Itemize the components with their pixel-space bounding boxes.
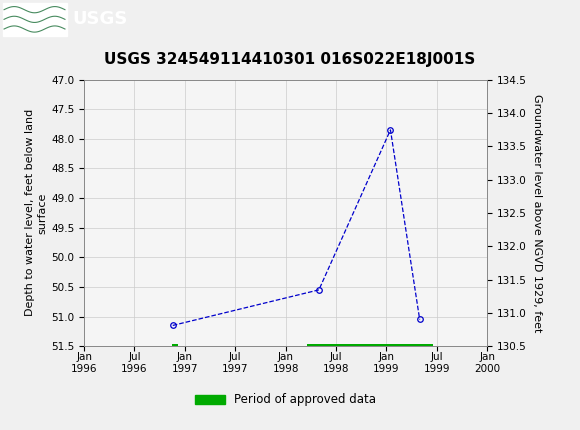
Bar — [172, 344, 178, 348]
Text: USGS: USGS — [72, 10, 128, 28]
Bar — [307, 344, 433, 348]
FancyBboxPatch shape — [3, 3, 67, 36]
Y-axis label: Groundwater level above NGVD 1929, feet: Groundwater level above NGVD 1929, feet — [532, 94, 542, 332]
Text: USGS 324549114410301 016S022E18J001S: USGS 324549114410301 016S022E18J001S — [104, 52, 476, 67]
Y-axis label: Depth to water level, feet below land
surface: Depth to water level, feet below land su… — [26, 109, 47, 316]
Legend: Period of approved data: Period of approved data — [190, 389, 381, 411]
